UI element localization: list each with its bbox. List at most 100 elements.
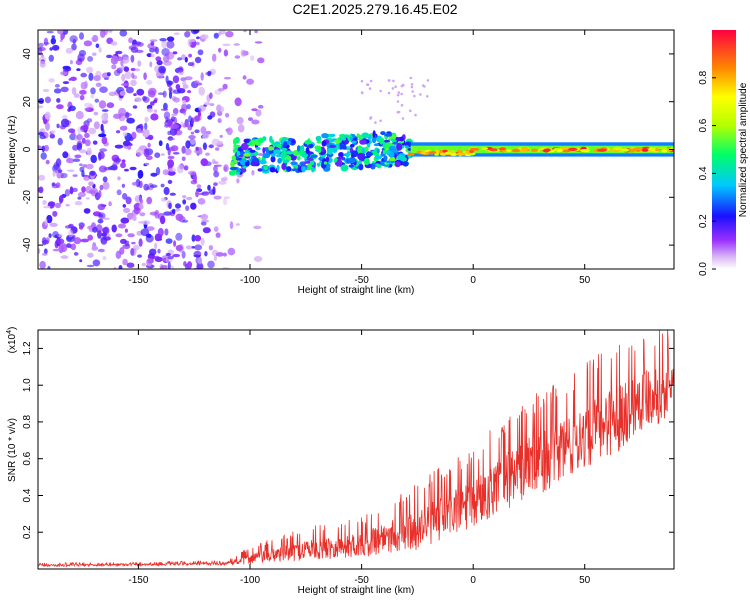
spectrogram-ytick-label: -20: [22, 190, 33, 205]
noise-blob: [136, 148, 144, 156]
noise-blob: [126, 117, 135, 124]
stray-point: [421, 84, 425, 87]
stray-point: [387, 79, 391, 82]
noise-blob: [165, 75, 169, 84]
noise-blob: [38, 105, 44, 109]
noise-blob: [79, 89, 87, 95]
tone-blob: [580, 149, 590, 153]
noise-blob: [185, 245, 193, 250]
noise-blob: [113, 157, 122, 163]
noise-blob: [75, 111, 84, 120]
noise-blob: [88, 181, 94, 186]
snr-ytick-label: 1.2: [22, 341, 33, 355]
signal-blob: [361, 132, 370, 139]
noise-blob: [77, 126, 81, 135]
signal-blob: [269, 135, 273, 143]
tone-blob: [641, 148, 649, 152]
noise-blob: [101, 112, 109, 122]
noise-blob: [55, 158, 62, 167]
stray-point: [426, 95, 429, 98]
stray-point: [394, 85, 397, 88]
noise-blob: [216, 106, 225, 113]
spectrogram-xtick-label: -50: [354, 275, 369, 286]
signal-blob: [388, 145, 397, 152]
noise-blob: [140, 228, 150, 237]
noise-blob: [120, 59, 124, 67]
noise-blob: [157, 212, 165, 221]
signal-blob: [250, 161, 258, 167]
noise-blob: [131, 72, 135, 79]
noise-blob: [83, 102, 92, 108]
spectrogram-xtick-label: 50: [579, 275, 591, 286]
noise-blob: [213, 32, 219, 39]
noise-blob: [69, 35, 78, 43]
noise-blob: [49, 47, 53, 51]
stray-point: [401, 117, 405, 120]
noise-blob: [137, 60, 142, 67]
noise-blob: [223, 76, 232, 80]
spectrogram-ytick-label: 0: [22, 146, 33, 152]
noise-blob: [173, 89, 181, 95]
snr-ytick-label: 0.8: [22, 415, 33, 429]
stray-point: [400, 84, 404, 88]
noise-blob: [144, 116, 149, 123]
noise-blob: [119, 125, 128, 131]
noise-blob: [102, 176, 108, 183]
noise-blob: [162, 169, 169, 176]
noise-blob: [171, 96, 177, 101]
signal-blob: [259, 159, 267, 165]
noise-blob: [41, 145, 45, 153]
noise-blob: [149, 184, 158, 188]
noise-blob: [119, 30, 128, 37]
noise-blob: [112, 55, 119, 63]
signal-blob: [405, 145, 409, 149]
noise-blob: [161, 153, 165, 156]
snr-xtick-label: -100: [240, 575, 260, 586]
noise-blob: [86, 66, 94, 74]
noise-blob: [213, 164, 222, 167]
tone-blob: [456, 152, 466, 156]
stray-point: [369, 117, 372, 120]
noise-blob: [209, 92, 213, 99]
signal-blob: [326, 147, 334, 155]
noise-blob: [132, 105, 138, 109]
noise-blob: [131, 241, 136, 245]
noise-blob: [207, 70, 212, 77]
noise-blob: [214, 147, 220, 151]
signal-blob: [304, 140, 312, 145]
noise-blob: [194, 115, 200, 122]
noise-blob: [142, 129, 150, 138]
noise-blob: [138, 238, 143, 247]
noise-blob: [251, 170, 255, 176]
noise-blob: [200, 213, 209, 221]
noise-blob: [162, 90, 167, 98]
noise-blob: [182, 195, 187, 199]
noise-blob: [158, 65, 167, 74]
noise-blob: [93, 75, 101, 82]
noise-blob: [80, 238, 89, 243]
noise-blob: [203, 101, 211, 106]
noise-blob: [257, 57, 265, 64]
noise-blob: [53, 88, 62, 94]
noise-blob: [122, 140, 131, 147]
noise-blob: [43, 205, 51, 209]
noise-blob: [188, 135, 196, 140]
spectrogram-xlabel: Height of straight line (km): [298, 285, 415, 296]
noise-blob: [184, 76, 193, 81]
noise-blob: [84, 139, 91, 147]
noise-blob: [172, 107, 179, 115]
noise-blob: [160, 264, 169, 269]
signal-blob: [371, 136, 377, 144]
noise-blob: [50, 37, 56, 45]
noise-blob: [250, 55, 255, 61]
noise-blob: [66, 243, 72, 249]
noise-blob: [157, 92, 165, 95]
noise-blob: [187, 39, 192, 47]
noise-blob: [213, 165, 218, 173]
noise-blob: [55, 202, 61, 209]
noise-blob: [150, 53, 155, 58]
noise-blob: [122, 193, 128, 200]
noise-blob: [233, 43, 240, 46]
noise-blob: [100, 236, 108, 245]
noise-blob: [46, 214, 53, 224]
